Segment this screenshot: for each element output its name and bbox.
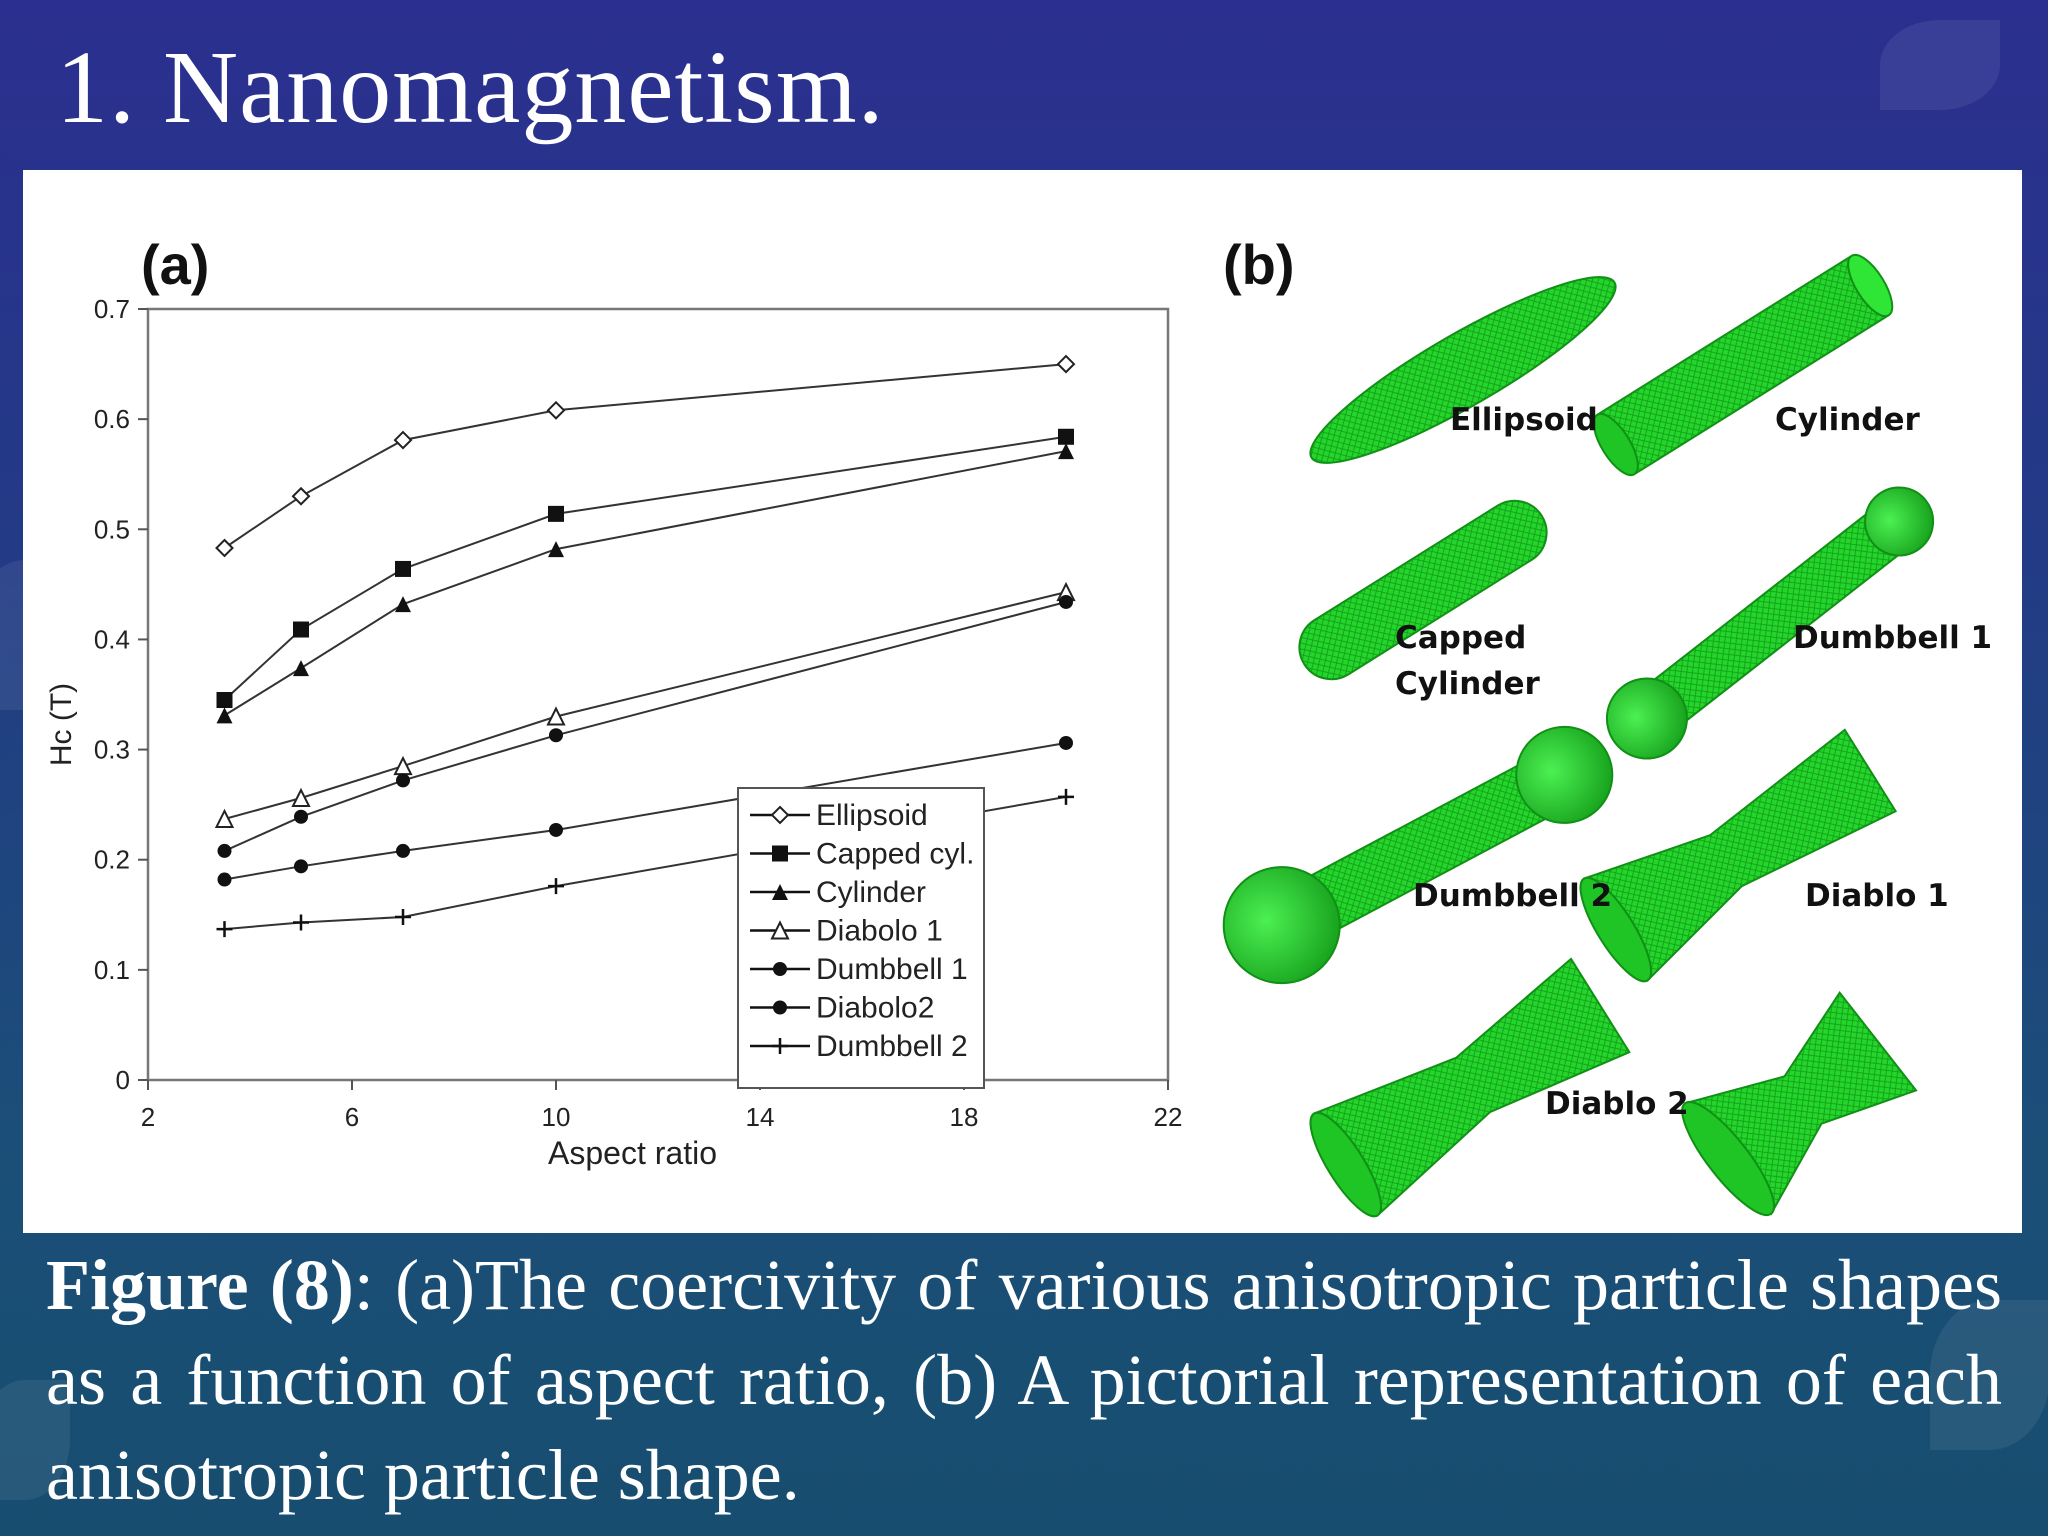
background-leaf bbox=[1880, 20, 2000, 110]
data-point bbox=[396, 773, 410, 788]
legend-label: Capped cyl. bbox=[816, 838, 974, 871]
data-point bbox=[548, 878, 564, 895]
x-tick-label: 6 bbox=[345, 1102, 359, 1132]
data-point bbox=[1058, 788, 1074, 805]
capped-cylinder-shape bbox=[1298, 499, 1548, 681]
legend-label: Cylinder bbox=[816, 876, 926, 909]
x-tick-label: 14 bbox=[746, 1102, 775, 1132]
coercivity-chart: 0 0.1 0.2 0.3 0.4 0.5 0.6 0.7 2 6 10 14 18 22 Aspect r… bbox=[45, 294, 1183, 1171]
data-point bbox=[1059, 735, 1073, 750]
data-point bbox=[216, 707, 233, 724]
y-tick-label: 0 bbox=[116, 1065, 130, 1095]
y-axis-label: Hc (T) bbox=[45, 683, 78, 766]
x-tick-label: 10 bbox=[542, 1102, 571, 1132]
legend-marker bbox=[770, 805, 790, 825]
legend-marker bbox=[772, 1038, 788, 1054]
legend-marker bbox=[773, 962, 787, 976]
data-point bbox=[1059, 594, 1073, 609]
data-point bbox=[395, 908, 411, 925]
data-point bbox=[293, 621, 309, 638]
data-point bbox=[393, 430, 413, 450]
panel-a-label: (a) bbox=[141, 233, 210, 296]
data-point bbox=[396, 843, 410, 858]
y-tick-label: 0.3 bbox=[94, 735, 130, 765]
x-axis-label: Aspect ratio bbox=[548, 1135, 717, 1171]
y-tick-label: 0.2 bbox=[94, 845, 130, 875]
legend-marker bbox=[773, 1000, 787, 1015]
dumbbell-2-shape bbox=[1222, 725, 1614, 985]
capped-cylinder-label-line2: Cylinder bbox=[1395, 666, 1540, 702]
chart-legend: Ellipsoid Capped cyl. Cylinder Diabolo 1 Dum… bbox=[737, 787, 985, 1089]
legend-label: Ellipsoid bbox=[816, 799, 928, 832]
slide-title: 1. Nanomagnetism. bbox=[56, 30, 885, 145]
legend-label: Diabolo 1 bbox=[816, 915, 943, 948]
y-tick-label: 0.7 bbox=[94, 294, 130, 324]
diablo-2-label: Diablo 2 bbox=[1545, 1086, 1689, 1122]
data-point bbox=[291, 486, 311, 506]
background-leaf bbox=[0, 1380, 70, 1500]
data-point bbox=[395, 596, 411, 613]
data-point bbox=[546, 706, 566, 726]
data-point bbox=[215, 538, 234, 558]
data-point bbox=[214, 808, 235, 828]
data-point bbox=[1058, 443, 1074, 460]
diablo-2-shape-right bbox=[1681, 990, 1918, 1217]
caption-separator: : bbox=[353, 1245, 374, 1325]
x-tick-label: 2 bbox=[141, 1102, 155, 1132]
data-point bbox=[549, 822, 563, 837]
dumbbell-1-label: Dumbbell 1 bbox=[1793, 620, 1993, 656]
y-tick-label: 0.4 bbox=[94, 624, 130, 654]
y-tick-label: 0.1 bbox=[94, 955, 130, 985]
data-point bbox=[217, 843, 232, 858]
shapes-illustration bbox=[1222, 253, 1935, 1218]
diablo-2-shape-left bbox=[1309, 957, 1631, 1218]
data-point bbox=[1056, 354, 1076, 374]
data-point bbox=[1058, 428, 1074, 445]
data-point bbox=[294, 809, 308, 824]
background-leaf bbox=[1930, 1300, 2048, 1450]
x-tick-label: 22 bbox=[1154, 1102, 1183, 1132]
x-tick-label: 18 bbox=[950, 1102, 979, 1132]
caption-text: (a)The coercivity of various anisotropic… bbox=[46, 1245, 2003, 1515]
data-point bbox=[293, 660, 309, 677]
dumbbell-2-label: Dumbbell 2 bbox=[1413, 878, 1613, 914]
dumbbell-1-shape bbox=[1605, 486, 1935, 760]
figure-caption: Figure (8): (a)The coercivity of various… bbox=[46, 1238, 2002, 1523]
caption-lead: Figure (8) bbox=[46, 1245, 354, 1325]
data-point bbox=[216, 921, 233, 938]
diablo-1-label: Diablo 1 bbox=[1805, 878, 1949, 914]
data-point bbox=[293, 914, 309, 931]
cylinder-shape bbox=[1592, 253, 1894, 477]
plot-area-frame bbox=[146, 307, 1170, 1082]
legend-marker bbox=[770, 920, 790, 940]
cylinder-label: Cylinder bbox=[1775, 402, 1920, 438]
y-tick-label: 0.5 bbox=[94, 514, 130, 544]
panel-b-label: (b) bbox=[1223, 233, 1295, 296]
capped-cylinder-label-line1: Capped bbox=[1395, 620, 1527, 656]
data-point bbox=[216, 692, 233, 709]
data-point bbox=[549, 728, 563, 743]
legend-marker bbox=[772, 884, 788, 900]
data-point bbox=[548, 505, 564, 522]
legend-label: Diabolo2 bbox=[816, 992, 934, 1025]
legend-label: Dumbbell 1 bbox=[816, 953, 968, 986]
diablo-1-shape bbox=[1579, 728, 1898, 983]
ellipsoid-label: Ellipsoid bbox=[1450, 402, 1598, 438]
legend-label: Dumbbell 2 bbox=[816, 1030, 968, 1063]
ellipsoid-shape bbox=[1309, 276, 1617, 464]
data-point bbox=[546, 400, 566, 420]
y-tick-label: 0.6 bbox=[94, 404, 130, 434]
data-point bbox=[291, 787, 311, 808]
data-point bbox=[548, 541, 564, 558]
legend-marker bbox=[772, 845, 788, 862]
data-point bbox=[395, 560, 411, 577]
data-point bbox=[217, 872, 232, 887]
data-point bbox=[294, 859, 308, 874]
figure-panel: (a) 0 0.1 0.2 0.3 0.4 0.5 0.6 0.7 2 6 10 14 18 22 Aspe… bbox=[23, 170, 2022, 1233]
